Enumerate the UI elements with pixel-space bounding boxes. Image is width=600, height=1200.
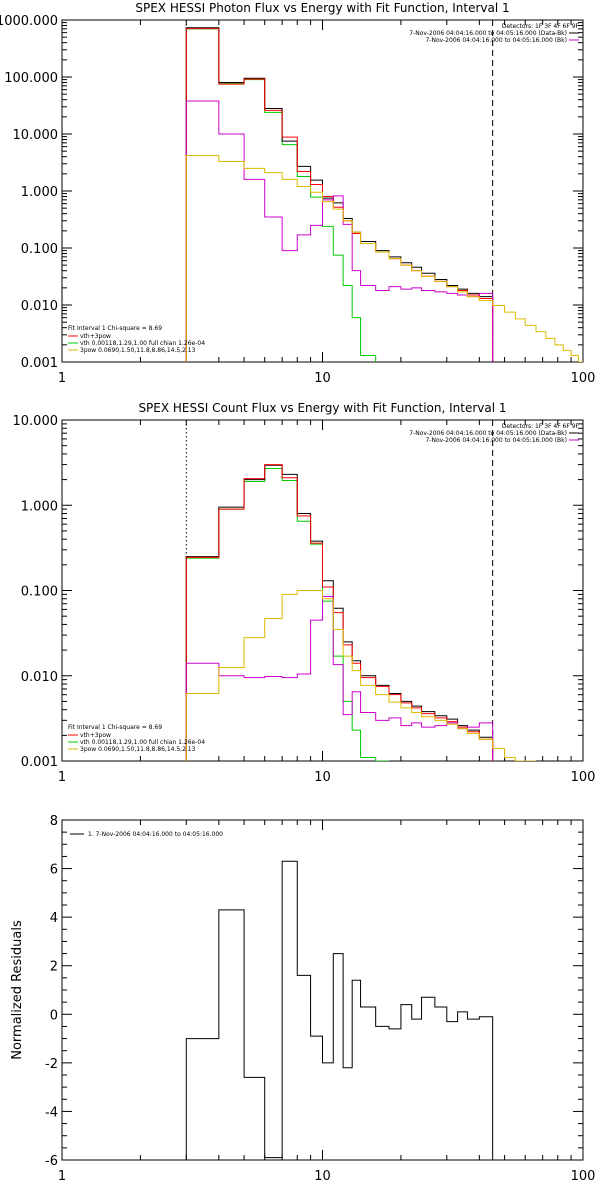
x-tick-label: 1 <box>58 770 66 785</box>
legend-tr-text: 7-Nov-2006 04:04:16.000 to 04:05:16.000 … <box>409 430 567 437</box>
legend-tl-text: 1. 7-Nov-2006 04:04:16.000 to 04:05:16.0… <box>88 831 223 838</box>
count-flux-panel: SPEX HESSI Count Flux vs Energy with Fit… <box>13 401 596 785</box>
plot-frame <box>61 819 584 1161</box>
series-line-2 <box>185 28 494 362</box>
photon-flux-panel: SPEX HESSI Photon Flux vs Energy with Fi… <box>0 1 595 386</box>
y-tick-label: 100.000 <box>4 71 58 86</box>
series-line-0 <box>185 860 494 1160</box>
y-tick-label: 2 <box>50 960 58 975</box>
series-line-4 <box>185 154 583 362</box>
x-tick-label: 10 <box>314 770 331 785</box>
chart-title: SPEX HESSI Photon Flux vs Energy with Fi… <box>135 1 509 15</box>
y-tick-label: 4 <box>50 911 58 926</box>
series-line-0 <box>185 28 377 362</box>
y-tick-label: 10.000 <box>13 414 59 429</box>
legend-bl-text: vth 0.00118,1.29,1.00 full chian 1.26e-0… <box>80 340 205 347</box>
series-line-3 <box>185 596 494 761</box>
legend-tr-text: 7-Nov-2006 04:04:16.000 to 04:05:16.000 … <box>425 437 567 444</box>
legend-tr-text: 7-Nov-2006 04:04:16.000 to 04:05:16.000 … <box>409 30 567 37</box>
legend-tr-text: Detectors: 1F 3F 4F 6F 9F <box>502 23 580 30</box>
legend-bl-text: vth 0.00118,1.29,1.00 full chian 1.26e-0… <box>80 739 205 746</box>
legend-tr-text: Detectors: 1F 3F 4F 6F 9F <box>502 423 580 430</box>
series-group <box>185 464 536 761</box>
legend-bl-text: vth+3pow <box>80 333 111 340</box>
y-tick-label: 10.000 <box>13 128 59 143</box>
x-tick-label: 10 <box>314 371 331 386</box>
legend-bl-header: Fit Interval 1 Chi-square = 8.69 <box>68 325 162 332</box>
legend-bl-text: vth+3pow <box>80 732 111 739</box>
series-line-3 <box>185 100 494 362</box>
x-tick-label: 100 <box>571 371 596 386</box>
series-group <box>185 27 583 362</box>
series-line-0 <box>185 467 389 761</box>
residuals-panel: 1 10 100 -6 -4 -2 0 2 4 6 8 Normalized Residuals 1. … <box>10 814 595 1184</box>
y-tick-label: 1.000 <box>21 499 58 514</box>
y-tick-label: -6 <box>45 1154 58 1169</box>
x-tick-label: 100 <box>571 1169 596 1184</box>
y-tick-label: 1.000 <box>21 185 58 200</box>
x-tick-label: 1 <box>58 1169 66 1184</box>
legend-bl-header: Fit Interval 1 Chi-square = 8.69 <box>68 724 162 731</box>
legend-bl-text: 3pow 0.0690,1.50,11.8,8.86,14.5,2.13 <box>80 347 196 354</box>
series-line-4 <box>185 590 536 761</box>
series-group <box>185 860 494 1160</box>
y-tick-label: -2 <box>45 1057 58 1072</box>
y-tick-label: 1000.000 <box>0 14 58 29</box>
y-tick-label: 0.010 <box>21 670 58 685</box>
y-tick-label: 0 <box>50 1008 58 1023</box>
y-tick-label: 0.100 <box>21 242 58 257</box>
series-line-1 <box>185 27 494 362</box>
y-tick-label: 0.001 <box>21 755 58 770</box>
y-tick-label: 0.100 <box>21 585 58 600</box>
y-tick-label: 8 <box>50 814 58 829</box>
legend-tr-text: 7-Nov-2006 04:04:16.000 to 04:05:16.000 … <box>425 37 567 44</box>
y-tick-label: -4 <box>45 1105 58 1120</box>
y-tick-label: 0.010 <box>21 299 58 314</box>
y-tick-label: 6 <box>50 863 58 878</box>
y-tick-label: 0.001 <box>21 356 58 371</box>
x-tick-label: 100 <box>571 770 596 785</box>
x-tick-label: 1 <box>58 371 66 386</box>
chart-title: SPEX HESSI Count Flux vs Energy with Fit… <box>138 401 506 415</box>
legend-bl-text: 3pow 0.0690,1.50,11.8,8.86,14.5,2.13 <box>80 746 196 753</box>
y-axis-label: Normalized Residuals <box>10 920 25 1060</box>
x-tick-label: 10 <box>314 1169 331 1184</box>
